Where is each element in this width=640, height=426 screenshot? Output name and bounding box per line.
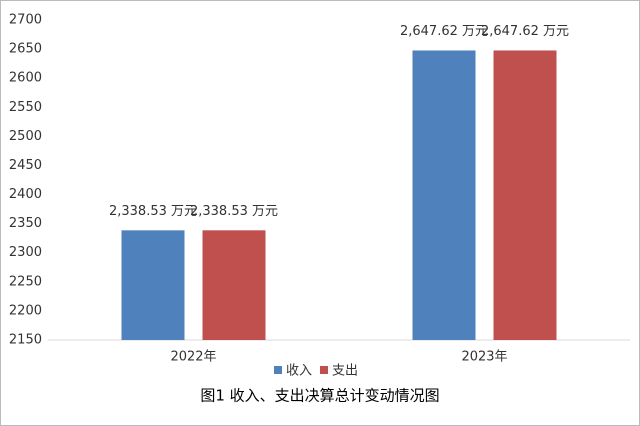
y-tick-label: 2400: [9, 187, 42, 202]
value-label: 2,338.53 万元: [190, 204, 278, 219]
bar: [412, 50, 476, 340]
y-tick-label: 2650: [9, 42, 42, 57]
y-tick-label: 2700: [9, 13, 42, 28]
y-tick-label: 2200: [9, 303, 42, 318]
legend-swatch: [274, 366, 282, 374]
y-tick-label: 2150: [9, 333, 42, 348]
legend-label: 支出: [332, 364, 358, 379]
y-tick-label: 2500: [9, 129, 42, 144]
value-label: 2,647.62 万元: [400, 24, 488, 39]
chart-title: 图1 收入、支出决算总计变动情况图: [200, 387, 439, 405]
bar: [202, 230, 266, 340]
x-tick-label: 2022年: [170, 350, 216, 365]
legend-swatch: [320, 366, 328, 374]
y-tick-label: 2250: [9, 274, 42, 289]
y-tick-label: 2550: [9, 100, 42, 115]
legend-label: 收入: [286, 364, 312, 379]
y-tick-label: 2300: [9, 245, 42, 260]
y-tick-label: 2600: [9, 71, 42, 86]
bar: [493, 50, 557, 340]
y-tick-label: 2350: [9, 216, 42, 231]
y-tick-label: 2450: [9, 158, 42, 173]
x-tick-label: 2023年: [461, 350, 507, 365]
value-label: 2,338.53 万元: [109, 204, 197, 219]
value-label: 2,647.62 万元: [481, 24, 569, 39]
bar: [121, 230, 185, 340]
